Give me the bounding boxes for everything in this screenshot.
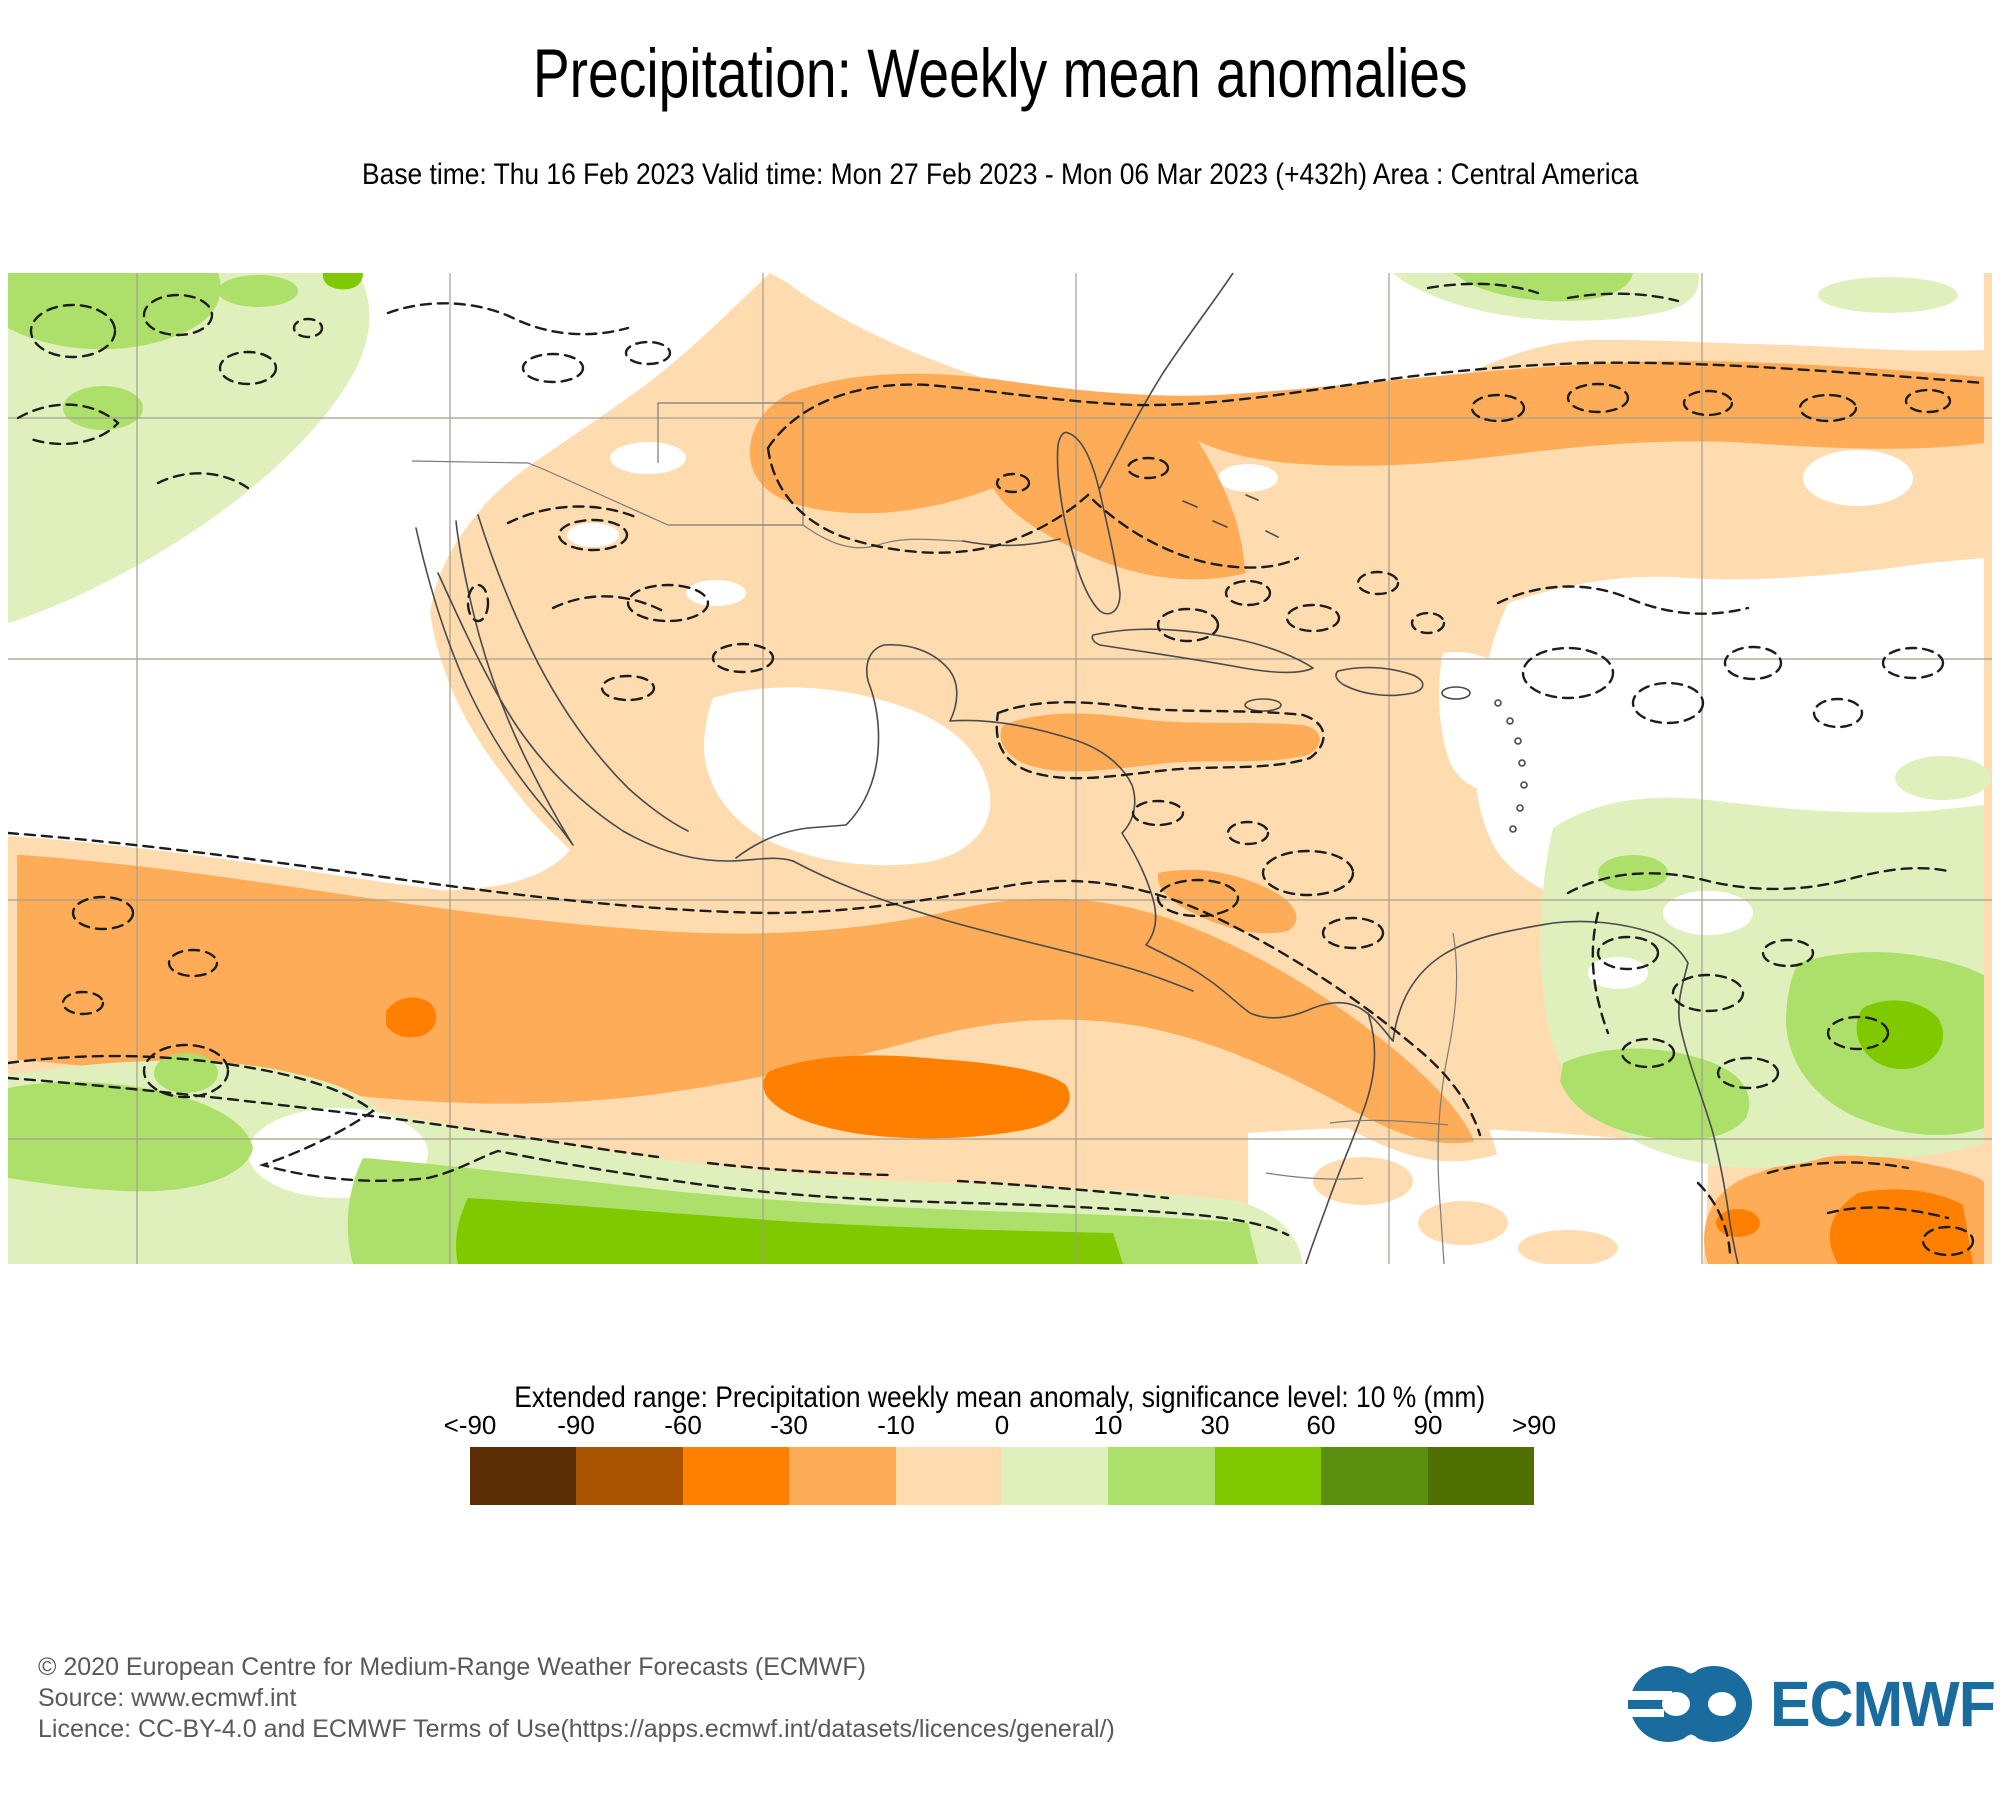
footer-licence: Licence: CC-BY-4.0 and ECMWF Terms of Us… [38,1715,1115,1743]
legend-tick: 90 [1413,1410,1443,1440]
legend-tick: 30 [1200,1410,1230,1440]
colorbar-cell [1427,1447,1535,1505]
page-title: Precipitation: Weekly mean anomalies [532,35,1468,112]
legend-tick: -30 [770,1410,808,1440]
page-subtitle: Base time: Thu 16 Feb 2023 Valid time: M… [361,158,1639,191]
ecmwf-logo-icon [1628,1664,1752,1744]
colorbar-cell [576,1447,683,1505]
significance-contours [8,282,1986,1257]
anomaly-map [8,273,1992,1264]
legend-tick: 0 [994,1410,1010,1440]
legend-tick: -90 [557,1410,595,1440]
anomaly-map-canvas [8,273,1992,1264]
ecmwf-logo: ECMWF [1628,1664,2000,1744]
legend-title: Extended range: Precipitation weekly mea… [514,1381,1486,1414]
colorbar-cell [895,1447,1003,1505]
coastlines-borders [411,273,1739,1264]
legend-tick: 10 [1093,1410,1123,1440]
colorbar-cell [1002,1447,1109,1505]
colorbar-cell [1321,1447,1428,1505]
colorbar-cell [1108,1447,1215,1505]
legend-colorbar [470,1447,1535,1505]
colorbar-cell [470,1447,577,1505]
footer: © 2020 European Centre for Medium-Range … [38,1652,1115,1745]
ecmwf-logo-text: ECMWF [1770,1668,1996,1740]
colorbar-cell [682,1447,790,1505]
colorbar-cell [1214,1447,1322,1505]
legend-tick: -60 [664,1410,702,1440]
legend-tick: 60 [1306,1410,1336,1440]
colorbar-cell [789,1447,896,1505]
legend-tick: -10 [877,1410,915,1440]
legend-tick: <-90 [443,1410,497,1440]
legend-tick: >90 [1511,1410,1557,1440]
anomaly-fills [8,273,1992,1264]
footer-copyright: © 2020 European Centre for Medium-Range … [38,1653,867,1681]
grid-lines [8,273,1992,1264]
footer-source: Source: www.ecmwf.int [38,1684,297,1712]
